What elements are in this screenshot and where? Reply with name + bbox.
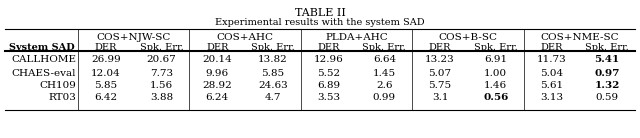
Text: 0.99: 0.99 — [372, 94, 396, 103]
Text: 5.41: 5.41 — [595, 55, 620, 64]
Text: DER: DER — [95, 43, 117, 52]
Text: 5.85: 5.85 — [94, 82, 117, 91]
Text: 3.88: 3.88 — [150, 94, 173, 103]
Text: CH109: CH109 — [39, 82, 76, 91]
Text: 1.46: 1.46 — [484, 82, 508, 91]
Text: 26.99: 26.99 — [91, 55, 121, 64]
Text: 3.1: 3.1 — [432, 94, 448, 103]
Text: Spk. Err.: Spk. Err. — [474, 43, 518, 52]
Text: COS+B-SC: COS+B-SC — [438, 33, 497, 42]
Text: Spk. Err.: Spk. Err. — [140, 43, 184, 52]
Text: 7.73: 7.73 — [150, 68, 173, 78]
Text: 9.96: 9.96 — [205, 68, 229, 78]
Text: 5.61: 5.61 — [540, 82, 563, 91]
Text: 2.6: 2.6 — [376, 82, 392, 91]
Text: 6.42: 6.42 — [94, 94, 117, 103]
Text: Spk. Err.: Spk. Err. — [585, 43, 629, 52]
Text: 12.04: 12.04 — [91, 68, 121, 78]
Text: 20.14: 20.14 — [202, 55, 232, 64]
Text: 20.67: 20.67 — [147, 55, 177, 64]
Text: PLDA+AHC: PLDA+AHC — [325, 33, 388, 42]
Text: 6.24: 6.24 — [205, 94, 229, 103]
Text: 5.52: 5.52 — [317, 68, 340, 78]
Text: COS+NME-SC: COS+NME-SC — [540, 33, 619, 42]
Text: RT03: RT03 — [48, 94, 76, 103]
Text: 1.00: 1.00 — [484, 68, 508, 78]
Text: 6.64: 6.64 — [372, 55, 396, 64]
Text: 12.96: 12.96 — [314, 55, 344, 64]
Text: 4.7: 4.7 — [265, 94, 281, 103]
Text: DER: DER — [429, 43, 451, 52]
Text: DER: DER — [317, 43, 340, 52]
Text: 6.89: 6.89 — [317, 82, 340, 91]
Text: System SAD: System SAD — [9, 43, 74, 52]
Text: COS+NJW-SC: COS+NJW-SC — [97, 33, 171, 42]
Text: Experimental results with the system SAD: Experimental results with the system SAD — [215, 18, 425, 27]
Text: 5.85: 5.85 — [261, 68, 285, 78]
Text: 5.04: 5.04 — [540, 68, 563, 78]
Text: 6.91: 6.91 — [484, 55, 508, 64]
Text: 5.07: 5.07 — [429, 68, 452, 78]
Text: 1.56: 1.56 — [150, 82, 173, 91]
Text: Spk. Err.: Spk. Err. — [251, 43, 295, 52]
Text: DER: DER — [540, 43, 563, 52]
Text: CHAES-eval: CHAES-eval — [12, 68, 76, 78]
Text: 0.97: 0.97 — [595, 68, 620, 78]
Text: 0.59: 0.59 — [596, 94, 619, 103]
Text: 1.32: 1.32 — [595, 82, 620, 91]
Text: DER: DER — [206, 43, 228, 52]
Text: 5.75: 5.75 — [429, 82, 452, 91]
Text: 24.63: 24.63 — [258, 82, 288, 91]
Text: 1.45: 1.45 — [372, 68, 396, 78]
Text: 13.23: 13.23 — [425, 55, 455, 64]
Text: CALLHOME: CALLHOME — [11, 55, 76, 64]
Text: Spk. Err.: Spk. Err. — [362, 43, 406, 52]
Text: 13.82: 13.82 — [258, 55, 288, 64]
Text: 28.92: 28.92 — [202, 82, 232, 91]
Text: COS+AHC: COS+AHC — [216, 33, 274, 42]
Text: 0.56: 0.56 — [483, 94, 508, 103]
Text: TABLE II: TABLE II — [294, 8, 346, 18]
Text: 11.73: 11.73 — [536, 55, 566, 64]
Text: 3.13: 3.13 — [540, 94, 563, 103]
Text: 3.53: 3.53 — [317, 94, 340, 103]
